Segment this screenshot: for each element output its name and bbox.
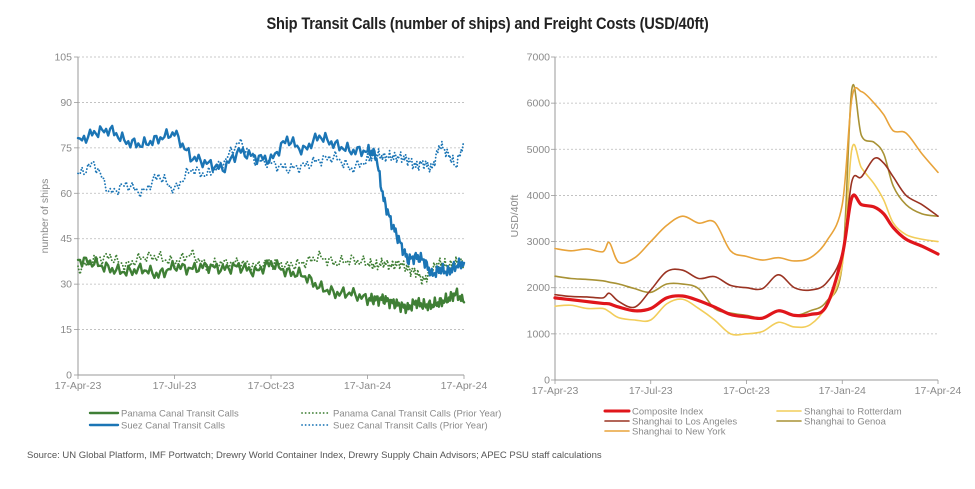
freight-cost-chart: 0 1000 2000 3000 4000 5000 6000 7000 17-Apr-23 17…	[509, 52, 962, 438]
legend-item: Shanghai to New York	[604, 426, 726, 437]
x-tick-label: 17-Apr-24	[915, 385, 962, 397]
legend-label: Suez Canal Transit Calls (Prior Year)	[333, 420, 488, 431]
y-axis-label: USD/40ft	[509, 195, 521, 238]
y-tick-label: 105	[54, 52, 72, 64]
y-tick-label: 6000	[527, 98, 551, 110]
legend-label: Shanghai to Genoa	[804, 416, 887, 427]
series-line-panama-canal-transit-calls	[76, 256, 466, 315]
y-tick-label: 75	[60, 142, 72, 154]
legend-label: Composite Index	[632, 406, 704, 417]
x-tick-label: 17-Oct-23	[248, 380, 295, 392]
series-line-shanghai-to-new-york	[554, 86, 939, 264]
x-tick-label: 17-Jul-23	[153, 380, 197, 392]
x-tick-label: 17-Apr-24	[441, 380, 488, 392]
legend-label: Shanghai to New York	[632, 426, 726, 437]
chart-title: Ship Transit Calls (number of ships) and…	[266, 14, 709, 33]
series-line-suez-canal-transit-calls	[76, 124, 466, 279]
legend-item: Panama Canal Transit Calls (Prior Year)	[301, 408, 501, 419]
legend-item: Shanghai to Los Angeles	[604, 416, 737, 427]
x-tick-label: 17-Apr-23	[55, 380, 102, 392]
y-tick-label: 0	[66, 370, 72, 382]
y-tick-label: 30	[60, 279, 72, 291]
y-tick-label: 90	[60, 97, 72, 109]
legend-label: Shanghai to Rotterdam	[804, 406, 902, 417]
y-tick-label: 7000	[527, 52, 551, 64]
y-tick-label: 0	[544, 375, 550, 387]
legend-label: Shanghai to Los Angeles	[632, 416, 737, 427]
source-note: Source: UN Global Platform, IMF Portwatc…	[27, 450, 602, 461]
legend-item: Panama Canal Transit Calls	[88, 408, 239, 419]
series-line-shanghai-to-genoa	[554, 84, 939, 319]
legend-item: Suez Canal Transit Calls (Prior Year)	[301, 420, 488, 431]
y-tick-label: 2000	[527, 282, 551, 294]
series-line-composite-index	[553, 193, 940, 321]
y-axis-label: number of ships	[39, 179, 51, 254]
legend-label: Panama Canal Transit Calls	[121, 408, 239, 419]
series-line-panama-canal-transit-calls-prior-year	[77, 248, 465, 286]
y-tick-label: 3000	[527, 236, 551, 248]
x-tick-label: 17-Jan-24	[819, 385, 866, 397]
x-tick-label: 17-Oct-23	[723, 385, 770, 397]
x-tick-label: 17-Jan-24	[344, 380, 391, 392]
y-tick-label: 15	[60, 324, 72, 336]
y-tick-label: 5000	[527, 144, 551, 156]
ship-transit-chart: 0 15 30 45 60 75 90 105 17-Apr-23 17-Jul-23 17-Oct…	[39, 52, 501, 432]
x-tick-label: 17-Jul-23	[629, 385, 673, 397]
legend-item: Suez Canal Transit Calls	[88, 420, 225, 431]
series-line-suez-canal-transit-calls-prior-year	[77, 137, 465, 199]
y-tick-label: 4000	[527, 190, 551, 202]
legend-label: Panama Canal Transit Calls (Prior Year)	[333, 408, 501, 419]
y-tick-label: 1000	[527, 328, 551, 340]
legend-item: Shanghai to Genoa	[776, 416, 887, 427]
legend-item: Composite Index	[603, 406, 704, 417]
legend-item: Shanghai to Rotterdam	[776, 406, 902, 417]
y-tick-label: 60	[60, 188, 72, 200]
series-line-shanghai-to-los-angeles	[554, 157, 939, 309]
legend-label: Suez Canal Transit Calls	[121, 420, 225, 431]
y-tick-label: 45	[60, 233, 72, 245]
series-line-shanghai-to-rotterdam	[554, 143, 939, 336]
x-tick-label: 17-Apr-23	[532, 385, 579, 397]
